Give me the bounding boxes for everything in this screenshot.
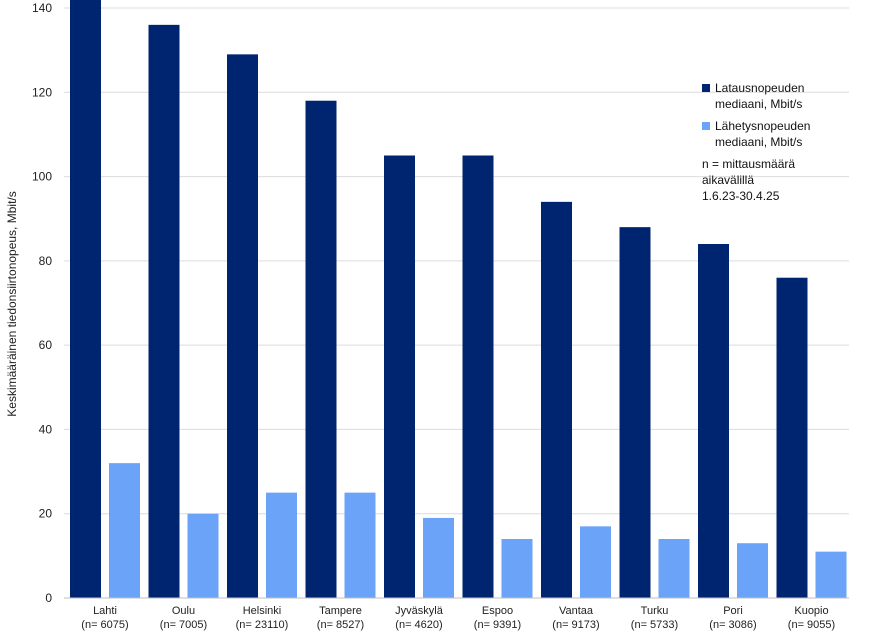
legend-note: n = mittausmäärä aikavälillä 1.6.23-30.4… (702, 157, 796, 203)
x-tick-label: Pori (n= 3086) (709, 605, 756, 631)
x-axis-labels: Lahti (n= 6075) Oulu (n= 7005) Helsinki (n= 2… (81, 605, 835, 631)
y-tick-label: 40 (39, 422, 53, 436)
download-bar (619, 227, 651, 598)
city-name: Lahti (93, 605, 117, 617)
city-name: Espoo (482, 605, 513, 617)
upload-bar (109, 463, 140, 598)
upload-bar (658, 539, 690, 598)
y-tick-label: 120 (32, 85, 52, 99)
x-tick-label: Vantaa (n= 9173) (552, 605, 599, 631)
city-name: Oulu (172, 605, 195, 617)
city-name: Helsinki (243, 605, 282, 617)
sample-count: (n= 6075) (81, 619, 128, 631)
upload-bar (344, 492, 376, 598)
bars (70, 0, 847, 599)
y-tick-label: 20 (39, 507, 53, 521)
x-tick-label: Espoo (n= 9391) (474, 605, 521, 631)
legend-item-upload: Lähetysnopeuden mediaani, Mbit/s (702, 118, 872, 150)
upload-bar (423, 517, 454, 598)
sample-count: (n= 23110) (236, 619, 289, 631)
x-tick-label: Tampere (n= 8527) (317, 605, 364, 631)
sample-count: (n= 4620) (395, 619, 442, 631)
legend-label-download: Latausnopeuden mediaani, Mbit/s (715, 81, 805, 111)
download-bar (462, 155, 494, 598)
sample-count: (n= 3086) (709, 619, 756, 631)
city-name: Tampere (319, 605, 362, 617)
y-tick-label: 80 (39, 254, 53, 268)
legend-label-upload: Lähetysnopeuden mediaani, Mbit/s (715, 119, 811, 149)
download-bar (384, 155, 415, 598)
x-tick-label: Helsinki (n= 23110) (236, 605, 289, 631)
download-bar (541, 201, 572, 598)
download-bar (148, 24, 180, 599)
download-bar (776, 277, 808, 598)
legend: Latausnopeuden mediaani, Mbit/s Lähetysn… (702, 80, 872, 204)
legend-swatch-upload (702, 122, 710, 130)
y-tick-label: 0 (45, 591, 52, 605)
download-bar (305, 100, 337, 598)
upload-bar (580, 526, 611, 598)
sample-count: (n= 9173) (552, 619, 599, 631)
city-name: Turku (641, 605, 669, 617)
city-name: Vantaa (559, 605, 594, 617)
download-bar (698, 244, 729, 598)
download-bar (70, 0, 101, 599)
x-tick-label: Kuopio (n= 9055) (788, 605, 835, 631)
y-tick-label: 100 (32, 170, 52, 184)
upload-bar (187, 513, 219, 598)
sample-count: (n= 9391) (474, 619, 521, 631)
sample-count: (n= 9055) (788, 619, 835, 631)
x-tick-label: Lahti (n= 6075) (81, 605, 128, 631)
sample-count: (n= 7005) (160, 619, 207, 631)
city-name: Kuopio (794, 605, 828, 617)
city-name: Jyväskylä (395, 605, 444, 617)
legend-item-download: Latausnopeuden mediaani, Mbit/s (702, 80, 872, 112)
sample-count: (n= 5733) (631, 619, 678, 631)
y-tick-label: 140 (32, 1, 52, 15)
gridlines (64, 7, 849, 515)
upload-bar (266, 492, 297, 598)
x-tick-label: Jyväskylä (n= 4620) (395, 605, 444, 631)
upload-bar (815, 551, 847, 598)
city-name: Pori (723, 605, 743, 617)
upload-bar (737, 543, 768, 598)
y-axis-title: Keskimääräinen tiedonsiirtonopeus, Mbit/… (5, 191, 19, 416)
sample-count: (n= 8527) (317, 619, 364, 631)
y-axis-ticks: 0 20 40 60 80 100 120 140 (32, 1, 52, 605)
download-bar (227, 54, 258, 599)
x-tick-label: Turku (n= 5733) (631, 605, 678, 631)
y-tick-label: 60 (39, 338, 53, 352)
x-tick-label: Oulu (n= 7005) (160, 605, 207, 631)
upload-bar (501, 539, 533, 598)
legend-swatch-download (702, 84, 710, 92)
